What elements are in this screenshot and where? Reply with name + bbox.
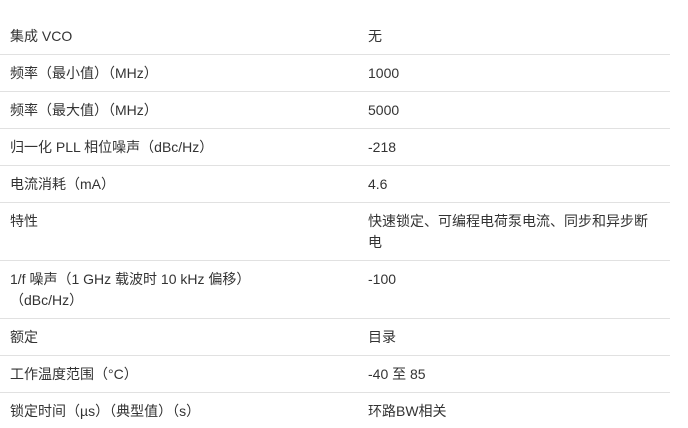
table-row: 归一化 PLL 相位噪声（dBc/Hz） -218 [0,129,670,166]
parameter-label: 电流消耗（mA） [10,176,115,192]
parameter-label: 集成 VCO [10,28,73,44]
parameter-value: 无 [368,28,382,44]
parameter-value: -40 至 85 [368,366,426,382]
table-row: 频率（最大值）（MHz） 5000 [0,92,670,129]
parameter-value: 4.6 [368,176,388,192]
parameter-label: 特性 [10,213,38,229]
table-row: 特性 快速锁定、可编程电荷泵电流、同步和异步断 电 [0,203,670,261]
parameter-value: -100 [368,271,397,287]
table-row: 电流消耗（mA） 4.6 [0,166,670,203]
table-row: 集成 VCO 无 [0,18,670,55]
table-row: 锁定时间（µs）（典型值）（s） 环路BW相关 [0,393,670,428]
parameter-label: 工作温度范围（°C） [10,366,138,382]
table-row: 1/f 噪声（1 GHz 载波时 10 kHz 偏移） （dBc/Hz） -10… [0,261,670,319]
parameter-label: 频率（最小值）（MHz） [10,65,158,81]
parameter-value: -218 [368,139,397,155]
table-row: 工作温度范围（°C） -40 至 85 [0,356,670,393]
parameter-value: 1000 [368,65,400,81]
table-row: 频率（最小值）（MHz） 1000 [0,55,670,92]
parameter-label: 归一化 PLL 相位噪声（dBc/Hz） [10,139,214,155]
parameter-label: 额定 [10,329,38,345]
parameter-value: 5000 [368,102,400,118]
table-row: 额定 目录 [0,319,670,356]
parameter-label: 频率（最大值）（MHz） [10,102,158,118]
parameter-value: 目录 [368,329,396,345]
parameter-label: 1/f 噪声（1 GHz 载波时 10 kHz 偏移） （dBc/Hz） [10,271,251,308]
parameter-value: 环路BW相关 [368,403,447,419]
parameter-label: 锁定时间（µs）（典型值）（s） [10,403,201,419]
parameter-spec-table: 集成 VCO 无 频率（最小值）（MHz） 1000 频率（最大值）（MHz） … [0,18,670,428]
parameter-value: 快速锁定、可编程电荷泵电流、同步和异步断 电 [368,213,648,250]
